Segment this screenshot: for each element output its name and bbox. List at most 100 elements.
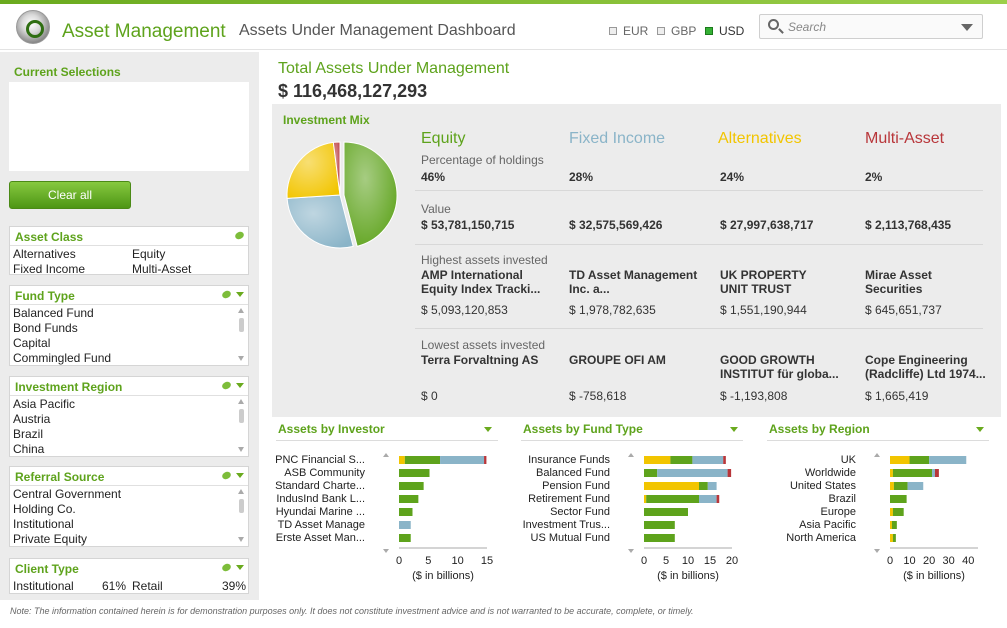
bar-segment[interactable] <box>699 482 708 490</box>
list-item[interactable]: Alternatives <box>13 247 76 261</box>
bar-segment[interactable] <box>932 469 935 477</box>
bar-segment[interactable] <box>893 482 908 490</box>
bar-segment[interactable] <box>399 508 413 516</box>
lowest-fixed-income-name[interactable]: GROUPE OFI AM <box>569 353 666 367</box>
highest-equity-name[interactable]: AMP International Equity Index Tracki... <box>421 268 541 296</box>
chevron-down-icon[interactable] <box>236 473 244 478</box>
scroll-up-icon[interactable] <box>238 399 244 404</box>
clear-selection-icon[interactable] <box>220 289 233 300</box>
bar-segment[interactable] <box>929 456 967 464</box>
scroll-up-icon[interactable] <box>383 453 389 457</box>
scroll-down-icon[interactable] <box>383 549 389 553</box>
bar-segment[interactable] <box>890 534 893 542</box>
list-item[interactable]: Multi-Asset <box>132 262 192 276</box>
clear-selection-icon[interactable] <box>220 562 233 573</box>
chevron-down-icon[interactable] <box>236 383 244 388</box>
investment-mix-pie-chart[interactable] <box>283 139 413 257</box>
bar-segment[interactable] <box>723 456 726 464</box>
clear-all-button[interactable]: Clear all <box>9 181 131 209</box>
list-item[interactable]: Equity <box>132 247 166 261</box>
search-input[interactable]: Search <box>759 14 983 39</box>
bar-segment[interactable] <box>892 469 933 477</box>
bar-segment[interactable] <box>934 469 939 477</box>
assets-by-investor-chart[interactable]: PNC Financial S...ASB CommunityStandard … <box>272 446 502 586</box>
scroll-up-icon[interactable] <box>238 308 244 313</box>
bar-segment[interactable] <box>399 534 411 542</box>
chevron-down-icon[interactable] <box>484 427 492 432</box>
bar-segment[interactable] <box>727 469 732 477</box>
bar-segment[interactable] <box>404 456 441 464</box>
bar-segment[interactable] <box>644 495 647 503</box>
client-type-retail[interactable]: Retail <box>132 579 163 593</box>
list-item[interactable]: Austria <box>13 412 51 426</box>
bar-segment[interactable] <box>716 495 720 503</box>
chevron-down-icon[interactable] <box>236 565 244 570</box>
lowest-multi-asset-name[interactable]: Cope Engineering (Radcliffe) Ltd 1974... <box>865 353 986 381</box>
list-item[interactable]: China <box>13 442 45 456</box>
list-item[interactable]: Central Government <box>13 487 122 501</box>
bar-segment[interactable] <box>399 521 411 529</box>
bar-segment[interactable] <box>890 469 893 477</box>
bar-segment[interactable] <box>890 521 892 529</box>
currency-gbp[interactable]: GBP <box>657 24 696 38</box>
bar-segment[interactable] <box>399 482 424 490</box>
bar-segment[interactable] <box>891 521 897 529</box>
bar-segment[interactable] <box>907 482 924 490</box>
bar-segment[interactable] <box>644 521 675 529</box>
highest-multi-asset-name[interactable]: Mirae Asset Securities <box>865 268 932 296</box>
client-type-institutional[interactable]: Institutional <box>13 579 74 593</box>
clear-selection-icon[interactable] <box>220 470 233 481</box>
bar-segment[interactable] <box>707 482 717 490</box>
bar-segment[interactable] <box>909 456 930 464</box>
bar-segment[interactable] <box>892 508 904 516</box>
scroll-down-icon[interactable] <box>238 447 244 452</box>
bar-segment[interactable] <box>644 482 699 490</box>
bar-segment[interactable] <box>890 495 907 503</box>
bar-segment[interactable] <box>892 534 896 542</box>
scroll-down-icon[interactable] <box>874 549 880 553</box>
bar-segment[interactable] <box>399 456 405 464</box>
scroll-down-icon[interactable] <box>238 356 244 361</box>
bar-segment[interactable] <box>644 469 658 477</box>
list-item[interactable]: Brazil <box>13 427 44 441</box>
bar-segment[interactable] <box>670 456 693 464</box>
bar-segment[interactable] <box>890 508 893 516</box>
lowest-alternatives-name[interactable]: GOOD GROWTH INSTITUT für globa... <box>720 353 839 381</box>
bar-segment[interactable] <box>657 469 728 477</box>
list-item[interactable]: Bond Funds <box>13 321 78 335</box>
bar-segment[interactable] <box>644 508 688 516</box>
bar-segment[interactable] <box>644 456 671 464</box>
clear-selection-icon[interactable] <box>220 380 233 391</box>
bar-segment[interactable] <box>699 495 717 503</box>
bar-segment[interactable] <box>399 495 419 503</box>
bar-segment[interactable] <box>440 456 485 464</box>
highest-alternatives-name[interactable]: UK PROPERTY UNIT TRUST <box>720 268 807 296</box>
bar-segment[interactable] <box>890 456 910 464</box>
scroll-down-icon[interactable] <box>628 549 634 553</box>
bar-segment[interactable] <box>399 469 430 477</box>
highest-fixed-income-name[interactable]: TD Asset Management Inc. a... <box>569 268 698 296</box>
list-item[interactable]: Fixed Income <box>13 262 86 276</box>
scroll-down-icon[interactable] <box>238 537 244 542</box>
bar-segment[interactable] <box>646 495 699 503</box>
scroll-up-icon[interactable] <box>238 489 244 494</box>
list-item[interactable]: Institutional <box>13 517 74 531</box>
list-item[interactable]: Balanced Fund <box>13 306 94 320</box>
scrollbar-thumb[interactable] <box>239 318 244 332</box>
scrollbar-thumb[interactable] <box>239 499 244 513</box>
bar-segment[interactable] <box>890 482 894 490</box>
bar-segment[interactable] <box>692 456 724 464</box>
list-item[interactable]: Commingled Fund <box>13 351 112 365</box>
list-item[interactable]: Holding Co. <box>13 502 76 516</box>
scroll-up-icon[interactable] <box>628 453 634 457</box>
chevron-down-icon[interactable] <box>976 427 984 432</box>
chevron-down-icon[interactable] <box>961 24 973 31</box>
list-item[interactable]: Private Equity <box>13 532 88 546</box>
list-item[interactable]: Capital <box>13 336 51 350</box>
chevron-down-icon[interactable] <box>730 427 738 432</box>
scrollbar-thumb[interactable] <box>239 409 244 423</box>
list-item[interactable]: Asia Pacific <box>13 397 76 411</box>
lowest-equity-name[interactable]: Terra Forvaltning AS <box>421 353 539 367</box>
chevron-down-icon[interactable] <box>236 292 244 297</box>
